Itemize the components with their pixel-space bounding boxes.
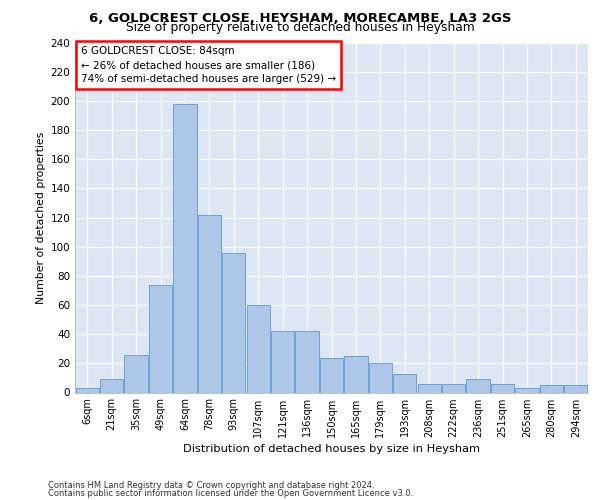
Bar <box>344 356 368 393</box>
Bar <box>564 385 587 392</box>
Bar <box>393 374 416 392</box>
Bar <box>100 380 123 392</box>
Bar <box>76 388 99 392</box>
Text: Size of property relative to detached houses in Heysham: Size of property relative to detached ho… <box>125 22 475 35</box>
Bar <box>515 388 539 392</box>
Bar <box>442 384 465 392</box>
Text: Contains public sector information licensed under the Open Government Licence v3: Contains public sector information licen… <box>48 488 413 498</box>
Bar <box>271 331 294 392</box>
Y-axis label: Number of detached properties: Number of detached properties <box>36 132 46 304</box>
Bar <box>466 380 490 392</box>
Bar <box>173 104 197 393</box>
Bar <box>149 284 172 393</box>
Bar <box>124 354 148 393</box>
Text: Contains HM Land Registry data © Crown copyright and database right 2024.: Contains HM Land Registry data © Crown c… <box>48 481 374 490</box>
Bar <box>491 384 514 392</box>
Bar <box>198 214 221 392</box>
Text: 6 GOLDCREST CLOSE: 84sqm
← 26% of detached houses are smaller (186)
74% of semi-: 6 GOLDCREST CLOSE: 84sqm ← 26% of detach… <box>81 46 336 84</box>
Text: 6, GOLDCREST CLOSE, HEYSHAM, MORECAMBE, LA3 2GS: 6, GOLDCREST CLOSE, HEYSHAM, MORECAMBE, … <box>89 12 511 24</box>
Bar <box>418 384 441 392</box>
Bar <box>247 305 270 392</box>
Bar <box>540 385 563 392</box>
Bar <box>222 252 245 392</box>
Bar <box>369 364 392 392</box>
Bar <box>295 331 319 392</box>
X-axis label: Distribution of detached houses by size in Heysham: Distribution of detached houses by size … <box>183 444 480 454</box>
Bar <box>320 358 343 392</box>
